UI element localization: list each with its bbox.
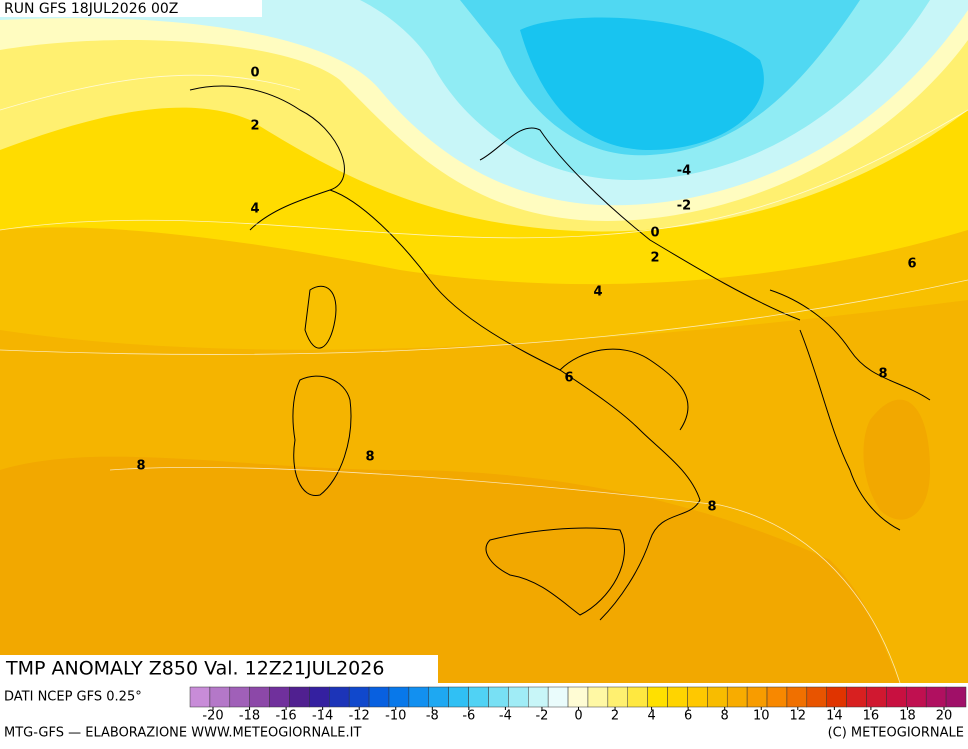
colorbar-swatch — [528, 686, 549, 708]
colorbar-tick-label: 12 — [790, 709, 807, 724]
colorbar-swatch — [707, 686, 728, 708]
colorbar-swatch — [249, 686, 270, 708]
contour-label: 0 — [250, 66, 259, 81]
colorbar-swatch — [428, 686, 449, 708]
contour-lines — [0, 74, 968, 684]
colorbar-tick-label: 16 — [863, 709, 880, 724]
colorbar-tick-label: 6 — [684, 709, 692, 724]
colorbar-tick-label: 20 — [936, 709, 953, 724]
colorbar-tick-label: -18 — [239, 709, 260, 724]
colorbar-swatch — [468, 686, 489, 708]
colorbar-swatch — [269, 686, 290, 708]
colorbar-swatch — [607, 686, 628, 708]
map-background — [0, 0, 968, 683]
colorbar-swatch — [368, 686, 390, 708]
colorbar-swatch — [508, 686, 529, 708]
colorbar-swatch — [687, 686, 708, 708]
contour-label: 8 — [707, 500, 716, 515]
run-label: RUN GFS 18JUL2026 00Z — [4, 1, 178, 17]
colorbar-swatch — [488, 686, 509, 708]
colorbar-tick-label: -4 — [499, 709, 512, 724]
colorbar-tick-label: 10 — [753, 709, 770, 724]
contour-label: 6 — [907, 257, 916, 272]
colorbar-swatch — [806, 686, 827, 708]
colorbar-tick-label: 4 — [647, 709, 655, 724]
colorbar-swatch — [388, 686, 410, 708]
colorbar-swatch — [289, 686, 310, 708]
colorbar-swatch — [746, 686, 768, 708]
colorbar-swatch — [647, 686, 668, 708]
colorbar-swatch — [726, 686, 748, 708]
colorbar-swatch — [886, 686, 907, 708]
contour-label: -4 — [677, 164, 691, 179]
map-title: TMP ANOMALY Z850 Val. 12Z21JUL2026 — [5, 658, 384, 680]
colorbar-swatch — [826, 686, 847, 708]
title-box — [0, 655, 438, 683]
colorbar-swatch — [846, 686, 867, 708]
colorbar-tick-label: -6 — [462, 709, 475, 724]
colorbar-swatch — [627, 686, 648, 708]
coastlines — [189, 85, 931, 621]
colorbar-tick-label: 8 — [721, 709, 729, 724]
contour-label: 8 — [136, 459, 145, 474]
footer-left: MTG-GFS — ELABORAZIONE WWW.METEOGIORNALE… — [4, 726, 361, 741]
colorbar-tick-label: -20 — [202, 709, 223, 724]
colorbar-swatch — [309, 686, 330, 708]
contour-label: 4 — [593, 285, 602, 300]
colorbar-tick-label: -14 — [312, 709, 333, 724]
contour-label: 6 — [564, 371, 573, 386]
colorbar-swatch — [448, 686, 469, 708]
colorbar-swatch — [329, 686, 350, 708]
contour-label: 8 — [878, 367, 887, 382]
colorbar-swatch — [567, 686, 589, 708]
colorbar-tick-label: 18 — [899, 709, 916, 724]
colorbar-swatch — [348, 686, 370, 708]
colorbar-tick-label: -10 — [385, 709, 406, 724]
colorbar-swatch — [209, 686, 231, 708]
colorbar-swatch — [189, 686, 211, 708]
contour-label: 4 — [250, 202, 259, 217]
colorbar-swatch — [547, 686, 569, 708]
colorbar-swatch — [667, 686, 688, 708]
contour-label: -2 — [677, 199, 691, 214]
colorbar-swatch — [786, 686, 808, 708]
colorbar-swatch — [766, 686, 788, 708]
contour-label: 0 — [650, 226, 659, 241]
contour-label: 2 — [650, 251, 659, 266]
colorbar-tick-label: 0 — [574, 709, 582, 724]
colorbar-tick-label: 14 — [826, 709, 843, 724]
colorbar-swatch — [408, 686, 430, 708]
colorbar-swatch — [906, 686, 927, 708]
colorbar-tick-label: -12 — [349, 709, 370, 724]
colorbar-tick-label: -2 — [535, 709, 548, 724]
colorbar-swatch — [587, 686, 609, 708]
colorbar-swatch — [866, 686, 887, 708]
colorbar-swatch — [229, 686, 250, 708]
colorbar-swatch — [925, 686, 947, 708]
source-label: DATI NCEP GFS 0.25° — [4, 690, 142, 705]
footer-right: (C) METEOGIORNALE — [828, 726, 964, 741]
colorbar-swatch — [945, 686, 967, 708]
run-box — [0, 0, 262, 17]
colorbar-tick-label: -16 — [275, 709, 296, 724]
contour-label: 2 — [250, 119, 259, 134]
contour-label: 8 — [365, 450, 374, 465]
colorbar-tick-label: -8 — [426, 709, 439, 724]
colorbar-tick-label: 2 — [611, 709, 619, 724]
